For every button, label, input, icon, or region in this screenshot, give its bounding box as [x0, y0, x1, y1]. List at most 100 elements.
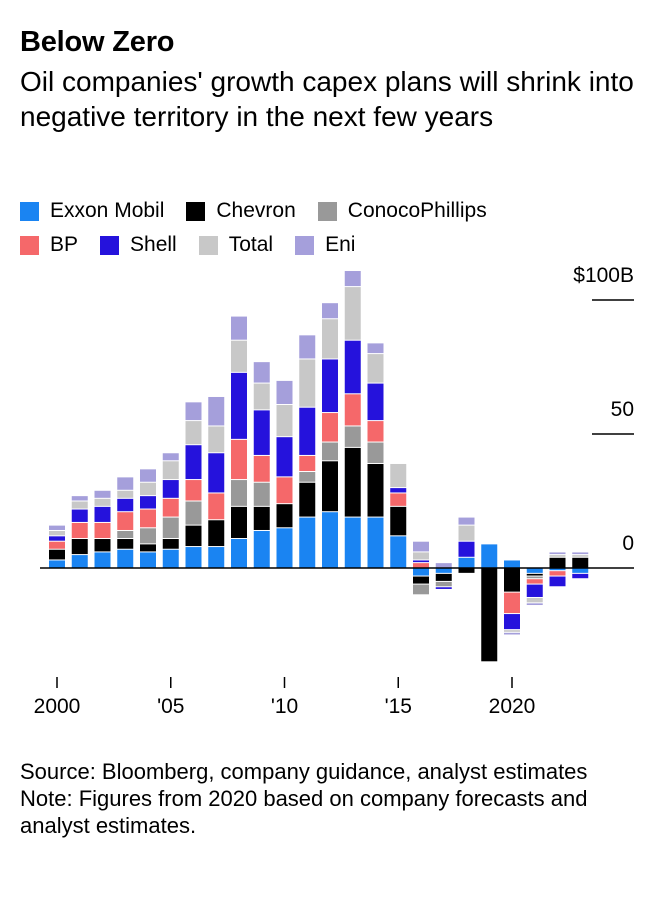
- bar-segment-exxon-mobil-2011: [299, 517, 316, 568]
- bar-segment-exxon-mobil-2018: [458, 557, 475, 568]
- bar-segment-exxon-mobil-2005: [162, 549, 179, 568]
- bar-segment-conocophillips-2011: [299, 472, 316, 482]
- bar-segment-chevron-2023: [572, 557, 589, 568]
- bar-segment-conocophillips-2008: [231, 480, 247, 506]
- methodology-note: Note: Figures from 2020 based on company…: [20, 786, 588, 838]
- legend: Exxon Mobil Chevron ConocoPhillips BP Sh…: [20, 194, 660, 262]
- bar-segment-shell-2000: [49, 536, 65, 541]
- bar-segment-exxon-mobil-2017: [435, 568, 452, 573]
- legend-row-1: Exxon Mobil Chevron ConocoPhillips: [20, 194, 660, 228]
- bar-segment-conocophillips-2003: [117, 530, 134, 539]
- bar-segment-shell-2023: [572, 573, 589, 579]
- legend-item-shell: Shell: [100, 233, 177, 257]
- bar-segment-shell-2013: [344, 340, 361, 394]
- y-tick-label-50: 50: [611, 398, 634, 421]
- bar-segment-eni-2020: [504, 632, 520, 635]
- bar-segment-eni-2022: [549, 552, 566, 555]
- legend-swatch-eni: [295, 235, 315, 255]
- bar-segment-conocophillips-2004: [140, 528, 156, 544]
- bar-segment-exxon-mobil-2021: [526, 568, 543, 573]
- legend-item-bp: BP: [20, 233, 78, 257]
- legend-item-eni: Eni: [295, 233, 355, 257]
- bar-segment-shell-2007: [208, 453, 225, 493]
- bar-segment-eni-2018: [458, 517, 475, 525]
- bar-segment-chevron-2011: [299, 482, 316, 517]
- bar-segment-bp-2004: [140, 509, 156, 528]
- bar-segment-eni-2010: [276, 380, 293, 405]
- bar-segment-total-2014: [367, 354, 384, 383]
- legend-label-bp: BP: [50, 233, 79, 256]
- bar-segment-bp-2008: [231, 439, 247, 480]
- bar-segment-shell-2005: [162, 480, 179, 498]
- legend-item-exxon-mobil: Exxon Mobil: [20, 199, 164, 223]
- chart-subtitle: Oil companies' growth capex plans will s…: [20, 66, 634, 132]
- bar-segment-chevron-2012: [322, 461, 338, 512]
- bar-segment-exxon-mobil-2000: [49, 560, 65, 568]
- bar-segment-total-2004: [140, 482, 156, 496]
- bar-segment-total-2015: [390, 463, 407, 488]
- bar-segment-eni-2014: [367, 343, 384, 354]
- stacked-bar-chart: $100B 50 0 2000 '05 '10 '15 2020: [34, 264, 634, 715]
- bar-segment-shell-2003: [117, 498, 134, 512]
- bar-segment-bp-2011: [299, 455, 316, 472]
- footer: Source: Bloomberg, company guidance, ana…: [20, 758, 660, 839]
- legend-label-chevron: Chevron: [216, 199, 296, 222]
- bar-segment-total-2023: [572, 555, 589, 557]
- bar-segment-chevron-2010: [276, 504, 293, 528]
- bar-segment-total-2011: [299, 359, 316, 407]
- legend-label-eni: Eni: [325, 233, 356, 256]
- source-note: Source: Bloomberg, company guidance, ana…: [20, 759, 588, 784]
- legend-swatch-shell: [100, 235, 120, 255]
- bar-segment-exxon-mobil-2014: [367, 517, 384, 568]
- x-tick-label-2010: '10: [271, 695, 298, 715]
- bar-segment-shell-2004: [140, 496, 156, 509]
- bar-segment-chevron-2015: [390, 506, 407, 536]
- legend-swatch-total: [198, 235, 218, 255]
- bar-segment-bp-2016: [413, 563, 429, 568]
- bar-segment-conocophillips-2009: [253, 482, 270, 506]
- bar-segment-conocophillips-2012: [322, 442, 338, 461]
- bar-segment-exxon-mobil-2022: [549, 568, 566, 571]
- bar-segment-chevron-2016: [413, 576, 429, 584]
- bar-segment-shell-2010: [276, 437, 293, 477]
- bar-segment-total-2018: [458, 525, 475, 541]
- bar-segment-conocophillips-2014: [367, 442, 384, 463]
- bar-segment-conocophillips-2005: [162, 517, 179, 539]
- bar-segment-chevron-2009: [253, 506, 270, 530]
- bar-segment-chevron-2013: [344, 447, 361, 517]
- bar-segment-total-2022: [549, 555, 566, 557]
- bar-segment-shell-2008: [231, 372, 247, 439]
- y-tick-label-100: $100B: [573, 264, 634, 287]
- bar-segment-exxon-mobil-2020: [504, 560, 520, 568]
- bar-segment-conocophillips-2016: [413, 584, 429, 595]
- bar-segment-exxon-mobil-2008: [231, 539, 247, 568]
- bar-segment-eni-2002: [94, 490, 111, 498]
- bar-segment-eni-2003: [117, 477, 134, 490]
- bar-segment-eni-2021: [526, 603, 543, 606]
- bar-segment-eni-2007: [208, 396, 225, 426]
- bar-segment-exxon-mobil-2016: [413, 568, 429, 576]
- bar-segment-exxon-mobil-2003: [117, 549, 134, 568]
- bar-segment-exxon-mobil-2006: [185, 547, 202, 568]
- bar-segment-bp-2015: [390, 493, 407, 506]
- bar-segment-bp-2009: [253, 455, 270, 482]
- bar-segment-eni-2011: [299, 335, 316, 359]
- bar-segment-chevron-2021: [526, 573, 543, 576]
- bar-segment-total-2002: [94, 498, 111, 506]
- legend-swatch-bp: [20, 235, 39, 255]
- bar-segment-total-2021: [526, 597, 543, 603]
- bar-segment-chevron-2005: [162, 539, 179, 549]
- bar-segment-bp-2005: [162, 498, 179, 517]
- bar-segment-chevron-2006: [185, 525, 202, 547]
- bar-segment-total-2020: [504, 630, 520, 632]
- x-tick-label-2020: 2020: [489, 695, 536, 715]
- bar-segment-chevron-2018: [458, 568, 475, 573]
- bar-segment-exxon-mobil-2023: [572, 568, 589, 573]
- legend-item-total: Total: [198, 233, 274, 257]
- legend-label-total: Total: [228, 233, 274, 256]
- bar-segment-shell-2011: [299, 407, 316, 455]
- bar-segment-shell-2009: [253, 410, 270, 455]
- bar-segment-exxon-mobil-2004: [140, 552, 156, 568]
- bar-segment-chevron-2014: [367, 463, 384, 517]
- bar-segment-exxon-mobil-2001: [71, 555, 88, 568]
